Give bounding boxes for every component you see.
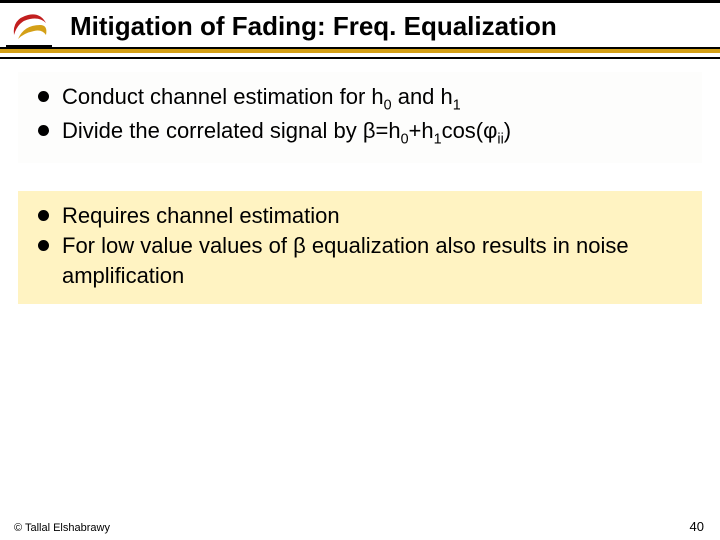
title-underline xyxy=(0,47,720,53)
bullet-text: Divide the correlated signal by β=h0+h1c… xyxy=(62,118,511,143)
bullet-list-1: Conduct channel estimation for h0 and h1… xyxy=(32,82,688,149)
bullet-text: For low value values of β equalization a… xyxy=(62,233,629,288)
bullet-text: Requires channel estimation xyxy=(62,203,340,228)
list-item: Divide the correlated signal by β=h0+h1c… xyxy=(32,116,688,150)
page-number: 40 xyxy=(690,519,704,534)
list-item: For low value values of β equalization a… xyxy=(32,231,688,290)
bullet-list-2: Requires channel estimation For low valu… xyxy=(32,201,688,290)
list-item: Requires channel estimation xyxy=(32,201,688,231)
content-box-2: Requires channel estimation For low valu… xyxy=(18,191,702,304)
logo-icon xyxy=(6,5,52,49)
slide-footer: © Tallal Elshabrawy 40 xyxy=(0,514,720,540)
bullet-text: Conduct channel estimation for h0 and h1 xyxy=(62,84,461,109)
list-item: Conduct channel estimation for h0 and h1 xyxy=(32,82,688,116)
content-box-1: Conduct channel estimation for h0 and h1… xyxy=(18,72,702,163)
copyright-text: © Tallal Elshabrawy xyxy=(14,522,110,534)
slide-header: Mitigation of Fading: Freq. Equalization xyxy=(0,0,720,62)
slide-title: Mitigation of Fading: Freq. Equalization xyxy=(70,11,557,42)
header-bottom-rule xyxy=(0,57,720,59)
